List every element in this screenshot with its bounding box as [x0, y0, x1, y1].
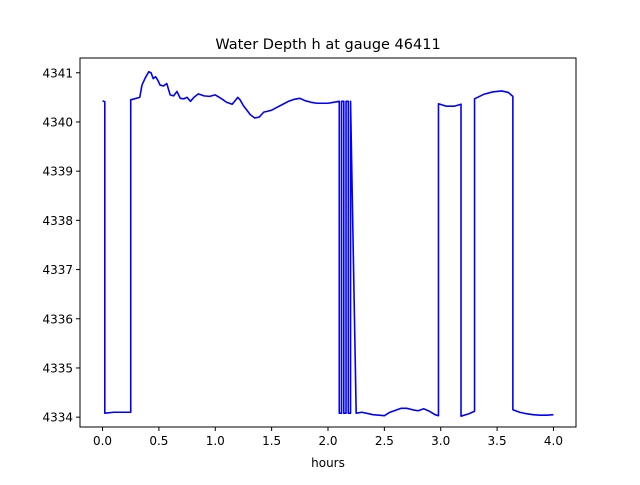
x-axis-label: hours — [311, 456, 345, 470]
y-axis-ticks: 4334 4335 4336 4337 4338 4339 4340 4341 — [42, 66, 80, 425]
chart-title: Water Depth h at gauge 46411 — [215, 37, 440, 53]
x-tick-label: 3.5 — [488, 434, 507, 448]
x-tick-label: 3.0 — [431, 434, 450, 448]
y-tick-label: 4336 — [42, 312, 73, 326]
series-line-0 — [102, 70, 554, 417]
x-tick-label: 2.5 — [375, 434, 394, 448]
y-tick-label: 4339 — [42, 165, 73, 179]
x-tick-label: 4.0 — [544, 434, 563, 448]
x-tick-label: 0.0 — [93, 434, 112, 448]
y-tick-label: 4341 — [42, 66, 73, 80]
y-tick-label: 4340 — [42, 115, 73, 129]
y-tick-label: 4334 — [42, 411, 73, 425]
y-tick-label: 4335 — [42, 361, 73, 375]
x-tick-label: 1.5 — [262, 434, 281, 448]
x-axis-ticks: 0.0 0.5 1.0 1.5 2.0 2.5 3.0 3.5 4.0 — [93, 427, 563, 448]
y-tick-label: 4337 — [42, 263, 73, 277]
x-tick-label: 2.0 — [318, 434, 337, 448]
y-tick-label: 4338 — [42, 214, 73, 228]
x-tick-label: 1.0 — [206, 434, 225, 448]
x-tick-label: 0.5 — [149, 434, 168, 448]
